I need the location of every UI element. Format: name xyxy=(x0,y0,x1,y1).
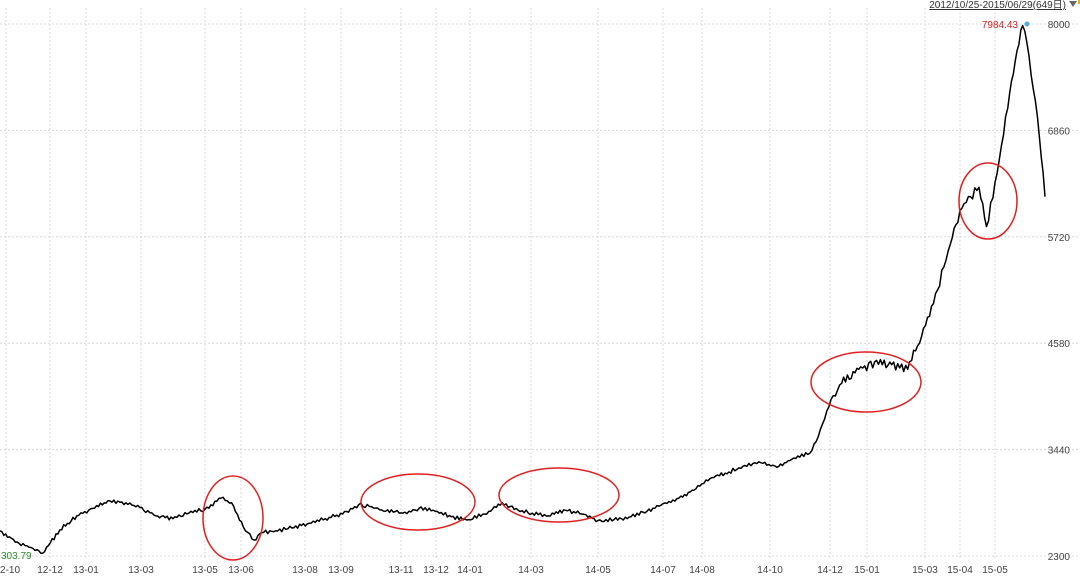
price-line xyxy=(0,24,1046,554)
x-tick-label: 13-08 xyxy=(292,565,318,576)
x-tick-labels: 2-10 12-12 13-01 13-03 13-05 13-06 13-08 13-09 1… xyxy=(0,565,1008,576)
y-tick-label: 8000 xyxy=(1048,20,1071,31)
x-tick-label: 2-10 xyxy=(0,565,20,576)
x-tick-label: 13-03 xyxy=(128,565,154,576)
x-tick-label: 13-01 xyxy=(73,565,99,576)
x-tick-label: 13-12 xyxy=(423,565,449,576)
x-tick-label: 13-06 xyxy=(228,565,254,576)
x-tick-label: 14-08 xyxy=(689,565,715,576)
x-tick-label: 14-01 xyxy=(457,565,483,576)
highlight-circles xyxy=(202,162,1018,561)
y-tick-labels: 8000 6860 5720 4580 3440 2300 xyxy=(1048,20,1071,563)
x-tick-label: 15-03 xyxy=(912,565,938,576)
x-tick-label: 14-05 xyxy=(585,565,611,576)
highlight-circle-1312 xyxy=(360,473,476,531)
y-tick-label: 6860 xyxy=(1048,126,1071,137)
x-tick-label: 14-10 xyxy=(757,565,783,576)
max-value-label: 7984.43 xyxy=(982,20,1019,31)
horizontal-gridlines xyxy=(0,23,1080,557)
max-value-marker xyxy=(1024,21,1030,27)
range-indicator-icon xyxy=(1078,0,1080,4)
y-tick-label: 4580 xyxy=(1048,339,1071,350)
x-tick-label: 15-01 xyxy=(854,565,880,576)
y-tick-label: 3440 xyxy=(1048,446,1071,457)
x-tick-label: 13-11 xyxy=(389,565,414,576)
highlight-circle-1404 xyxy=(498,467,620,523)
x-tick-label: 15-04 xyxy=(947,565,973,576)
x-tick-label: 12-12 xyxy=(37,565,63,576)
y-tick-label: 5720 xyxy=(1048,233,1071,244)
min-value-label: 303.79 xyxy=(1,551,32,562)
highlight-circle-1306 xyxy=(202,475,264,561)
highlight-circle-1504 xyxy=(958,162,1018,240)
x-tick-label: 13-05 xyxy=(192,565,218,576)
x-tick-label: 15-05 xyxy=(982,565,1008,576)
date-range-label: 2012/10/25-2015/06/29(649日) xyxy=(929,0,1066,11)
vertical-gridlines xyxy=(5,8,996,560)
highlight-circle-1501 xyxy=(810,351,922,413)
x-tick-label: 14-12 xyxy=(817,565,843,576)
range-dropdown-icon[interactable] xyxy=(1069,1,1077,7)
x-tick-label: 14-07 xyxy=(650,565,676,576)
x-tick-label: 13-09 xyxy=(328,565,354,576)
y-tick-label: 2300 xyxy=(1048,552,1071,563)
x-tick-label: 14-03 xyxy=(518,565,544,576)
